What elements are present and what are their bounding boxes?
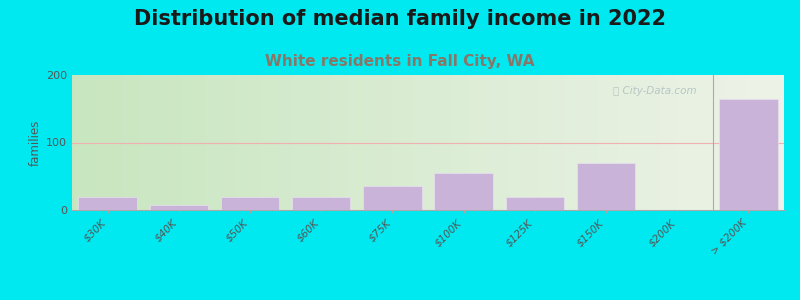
Text: Ⓐ City-Data.com: Ⓐ City-Data.com — [613, 86, 697, 96]
Bar — [78, 196, 137, 210]
Bar — [150, 205, 208, 210]
Bar — [292, 196, 350, 210]
Bar — [221, 196, 279, 210]
Bar — [719, 99, 778, 210]
Text: White residents in Fall City, WA: White residents in Fall City, WA — [266, 54, 534, 69]
Bar — [434, 173, 493, 210]
Text: Distribution of median family income in 2022: Distribution of median family income in … — [134, 9, 666, 29]
Bar — [577, 163, 635, 210]
Bar — [506, 196, 564, 210]
Y-axis label: families: families — [29, 119, 42, 166]
Bar — [363, 186, 422, 210]
